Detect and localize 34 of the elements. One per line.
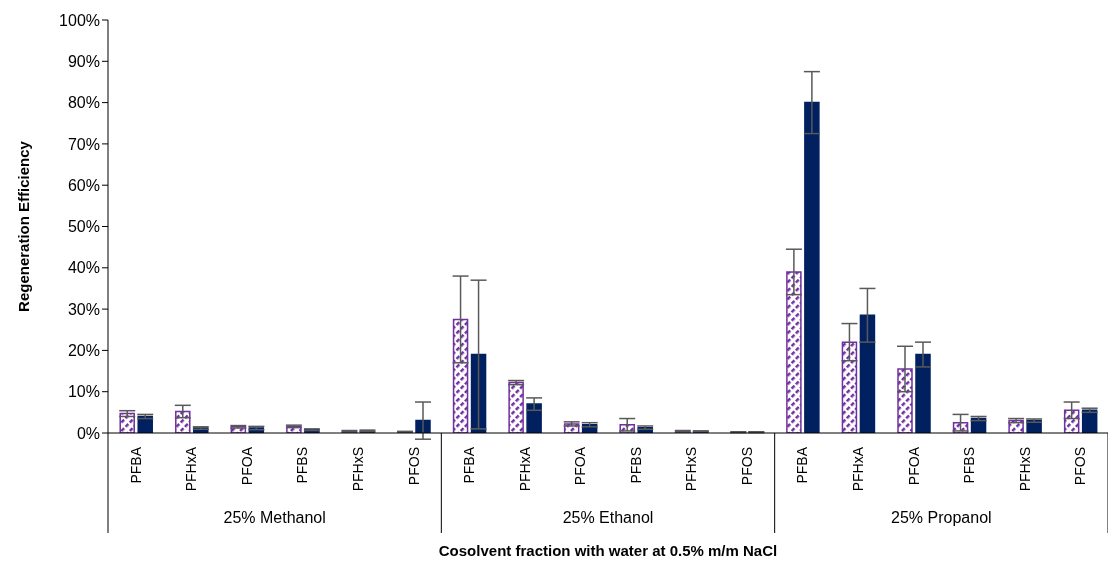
text: 25% Methanol: [223, 509, 326, 526]
y-tick-label: 30%: [67, 300, 100, 318]
x-tick-label: PFBS: [294, 447, 311, 484]
x-tick-label: PFOS: [738, 447, 755, 486]
y-tick-label: 60%: [67, 176, 100, 194]
x-axis-title: Cosolvent fraction with water at 0.5% m/m NaCl: [438, 542, 778, 559]
y-tick-label: 20%: [67, 342, 100, 360]
x-tick-label: PFBA: [794, 446, 811, 484]
x-tick-label: PFHxS: [1016, 447, 1033, 492]
y-tick-label: 90%: [67, 52, 100, 70]
x-tick-label: PFHxS: [683, 447, 700, 492]
x-tick-label: PFOS: [405, 447, 422, 486]
x-tick-label: PFHxA: [183, 446, 200, 492]
y-tick-label: 100%: [59, 11, 100, 29]
y-tick-label: 10%: [67, 383, 100, 401]
x-tick-label: PFBA: [127, 446, 144, 484]
x-tick-label: PFOA: [905, 446, 922, 486]
y-axis-title: Regeneration Efficiency: [15, 140, 33, 312]
x-tick-label: PFHxS: [350, 447, 366, 492]
x-tick-label: PFHxA: [850, 446, 866, 492]
x-tick-label: PFOA: [238, 446, 255, 486]
x-tick-label: PFBS: [961, 447, 978, 484]
y-tick-label: 70%: [67, 135, 100, 153]
text: 25% Propanol: [891, 509, 992, 526]
y-tick-label: 40%: [67, 259, 100, 277]
x-tick-label: PFOA: [572, 446, 589, 486]
x-tick-label: PFOS: [1072, 447, 1089, 486]
text: 25% Ethanol: [562, 509, 654, 526]
x-tick-label: PFBS: [627, 447, 644, 484]
y-tick-label: 80%: [67, 94, 100, 112]
y-tick-label: 0%: [76, 424, 100, 442]
x-tick-label: PFHxA: [516, 446, 533, 492]
y-tick-label: 50%: [67, 218, 100, 236]
x-tick-label: PFBA: [461, 446, 478, 484]
